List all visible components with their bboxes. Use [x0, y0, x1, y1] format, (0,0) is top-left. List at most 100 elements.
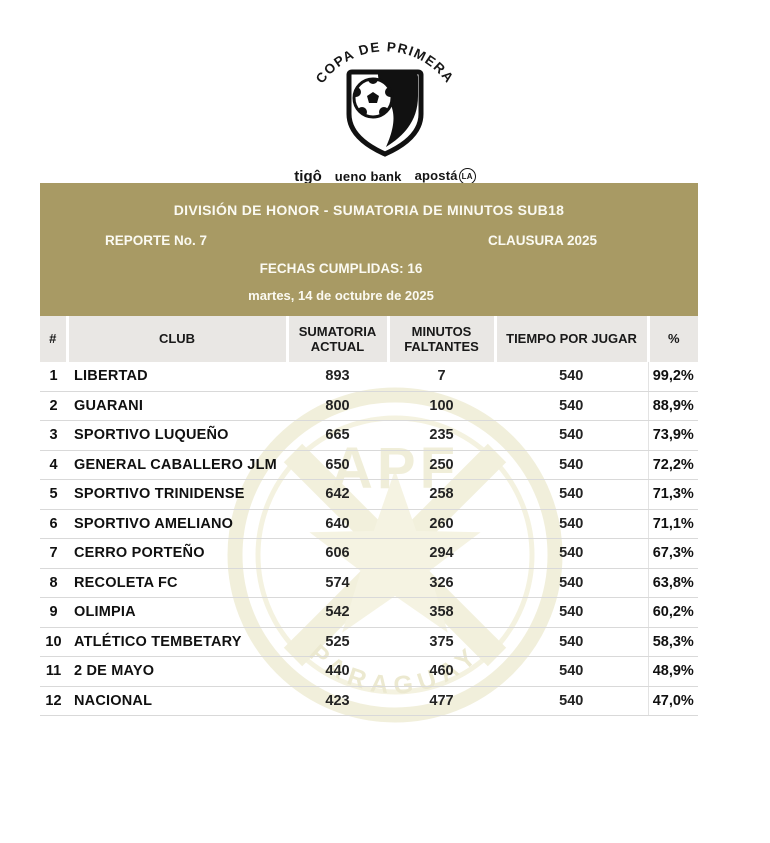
cell-club: SPORTIVO AMELIANO: [67, 509, 287, 539]
cell-club: NACIONAL: [67, 686, 287, 716]
cell-tiempo: 540: [495, 568, 648, 598]
cell-club: 2 DE MAYO: [67, 656, 287, 687]
col-pos: #: [40, 316, 67, 362]
cell-pct: 73,9%: [647, 420, 698, 451]
report-header: DIVISIÓN DE HONOR - SUMATORIA DE MINUTOS…: [40, 183, 698, 316]
col-tiempo: TIEMPO POR JUGAR: [493, 316, 648, 362]
cell-pct: 88,9%: [647, 391, 698, 421]
cell-club: OLIMPIA: [67, 597, 287, 628]
table-row: 12 NACIONAL 423 477 540 47,0%: [40, 686, 698, 716]
table-area: APF PARAGUAY # CLUB SUMATORIA ACTUA: [40, 316, 698, 723]
cell-faltantes: 260: [388, 509, 495, 539]
cell-pct: 99,2%: [647, 362, 698, 392]
cell-pos: 9: [40, 597, 67, 628]
cell-club: GENERAL CABALLERO JLM: [67, 450, 287, 480]
report-date: martes, 14 de octubre de 2025: [248, 288, 434, 303]
cell-pct: 71,3%: [647, 479, 698, 510]
cell-faltantes: 7: [388, 362, 495, 392]
cell-faltantes: 358: [388, 597, 495, 628]
soccer-ball-pattern: [354, 79, 392, 117]
table-row: 6 SPORTIVO AMELIANO 640 260 540 71,1%: [40, 509, 698, 539]
cell-pct: 63,8%: [647, 568, 698, 598]
cell-sumatoria: 525: [287, 627, 388, 657]
cell-tiempo: 540: [495, 597, 648, 628]
cell-sumatoria: 542: [287, 597, 388, 628]
cell-club: GUARANI: [67, 391, 287, 421]
table-body: 1 LIBERTAD 893 7 540 99,2% 2 GUARANI 800 100 540 88…: [40, 362, 698, 716]
cell-sumatoria: 650: [287, 450, 388, 480]
cell-tiempo: 540: [495, 686, 648, 716]
cell-club: RECOLETA FC: [67, 568, 287, 598]
table-row: 1 LIBERTAD 893 7 540 99,2%: [40, 362, 698, 392]
cell-sumatoria: 665: [287, 420, 388, 451]
table-row: 7 CERRO PORTEÑO 606 294 540 67,3%: [40, 538, 698, 569]
cell-tiempo: 540: [495, 509, 648, 539]
cell-pct: 48,9%: [647, 656, 698, 687]
cell-pct: 60,2%: [647, 597, 698, 628]
cell-pct: 47,0%: [647, 686, 698, 716]
table-row: 5 SPORTIVO TRINIDENSE 642 258 540 71,3%: [40, 479, 698, 510]
cell-faltantes: 477: [388, 686, 495, 716]
cell-club: SPORTIVO LUQUEÑO: [67, 420, 287, 451]
cell-tiempo: 540: [495, 656, 648, 687]
copa-de-primera-badge-icon: COPA DE PRIMERA: [313, 39, 456, 157]
cell-faltantes: 250: [388, 450, 495, 480]
table-row: 10 ATLÉTICO TEMBETARY 525 375 540 58,3%: [40, 627, 698, 657]
cell-sumatoria: 800: [287, 391, 388, 421]
cell-pos: 12: [40, 686, 67, 716]
cell-sumatoria: 574: [287, 568, 388, 598]
cell-pos: 10: [40, 627, 67, 657]
cell-faltantes: 235: [388, 420, 495, 451]
col-club: CLUB: [65, 316, 287, 362]
cell-faltantes: 294: [388, 538, 495, 569]
fechas-cumplidas: FECHAS CUMPLIDAS: 16: [259, 261, 423, 276]
cell-club: SPORTIVO TRINIDENSE: [67, 479, 287, 510]
cell-club: CERRO PORTEÑO: [67, 538, 287, 569]
cell-pct: 72,2%: [647, 450, 698, 480]
tigo-logo: tigô: [294, 168, 322, 186]
cell-pos: 1: [40, 362, 67, 392]
cell-pos: 2: [40, 391, 67, 421]
cell-pos: 3: [40, 420, 67, 451]
table-row: 8 RECOLETA FC 574 326 540 63,8%: [40, 568, 698, 598]
cell-sumatoria: 440: [287, 656, 388, 687]
table-row: 3 SPORTIVO LUQUEÑO 665 235 540 73,9%: [40, 420, 698, 451]
cell-pct: 67,3%: [647, 538, 698, 569]
cell-tiempo: 540: [495, 538, 648, 569]
col-pct: %: [646, 316, 698, 362]
cell-faltantes: 100: [388, 391, 495, 421]
cell-sumatoria: 606: [287, 538, 388, 569]
report-number: REPORTE No. 7: [105, 233, 208, 248]
cell-club: ATLÉTICO TEMBETARY: [67, 627, 287, 657]
table-row: 4 GENERAL CABALLERO JLM 650 250 540 72,2%: [40, 450, 698, 480]
cell-faltantes: 258: [388, 479, 495, 510]
cell-tiempo: 540: [495, 450, 648, 480]
cell-pct: 58,3%: [647, 627, 698, 657]
cell-faltantes: 326: [388, 568, 495, 598]
table-row: 9 OLIMPIA 542 358 540 60,2%: [40, 597, 698, 628]
copa-de-primera-logo: COPA DE PRIMERA tigô ueno bank apostá LA: [0, 34, 770, 186]
cell-sumatoria: 642: [287, 479, 388, 510]
cell-pos: 4: [40, 450, 67, 480]
sponsor-logos: tigô ueno bank apostá LA: [0, 168, 770, 186]
cell-pos: 5: [40, 479, 67, 510]
cell-pos: 7: [40, 538, 67, 569]
cell-faltantes: 460: [388, 656, 495, 687]
cell-sumatoria: 893: [287, 362, 388, 392]
minutes-table: # CLUB SUMATORIA ACTUAL MINUTOS FALTANTE…: [40, 316, 698, 716]
col-faltantes: MINUTOS FALTANTES: [386, 316, 495, 362]
cell-sumatoria: 640: [287, 509, 388, 539]
report-title: DIVISIÓN DE HONOR - SUMATORIA DE MINUTOS…: [173, 202, 565, 218]
col-sumatoria: SUMATORIA ACTUAL: [285, 316, 388, 362]
cell-club: LIBERTAD: [67, 362, 287, 392]
cell-tiempo: 540: [495, 627, 648, 657]
cell-faltantes: 375: [388, 627, 495, 657]
cell-tiempo: 540: [495, 420, 648, 451]
cell-pct: 71,1%: [647, 509, 698, 539]
apostala-text: apostá: [414, 168, 458, 183]
cell-pos: 8: [40, 568, 67, 598]
ueno-bank-logo: ueno bank: [334, 169, 402, 185]
cell-pos: 11: [40, 656, 67, 687]
cell-tiempo: 540: [495, 391, 648, 421]
